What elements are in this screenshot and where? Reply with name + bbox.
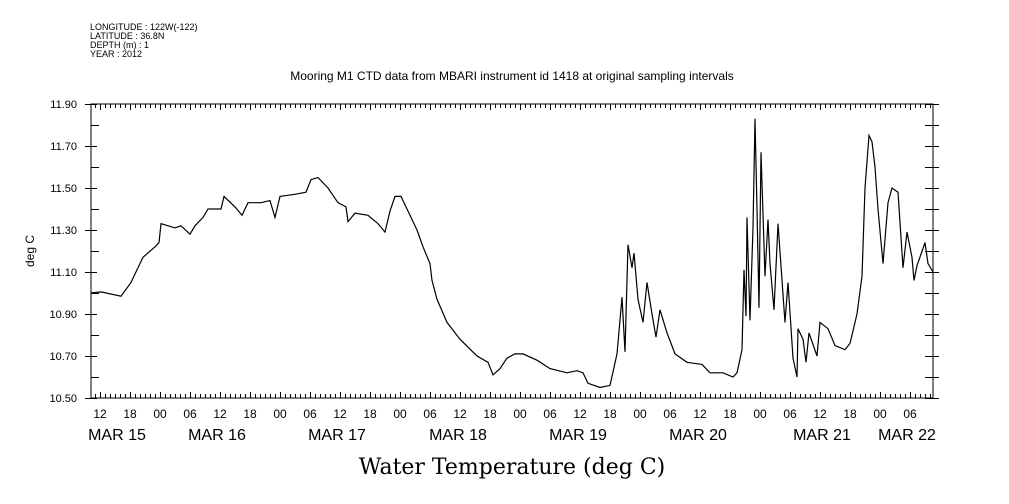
y-tick-label: 10.90 bbox=[49, 309, 77, 321]
x-date-label: MAR 21 bbox=[793, 427, 851, 444]
y-tick-label: 11.30 bbox=[50, 225, 77, 237]
x-hour-tick-label: 12 bbox=[453, 407, 467, 421]
x-date-label: MAR 19 bbox=[549, 427, 607, 444]
x-hour-tick-label: 00 bbox=[873, 407, 887, 421]
x-hour-tick-label: 00 bbox=[273, 407, 287, 421]
y-tick-label: 10.50 bbox=[49, 393, 77, 405]
y-axis-label: deg C bbox=[23, 235, 37, 267]
x-hour-tick-label: 18 bbox=[603, 407, 617, 421]
x-hour-tick-label: 12 bbox=[213, 407, 227, 421]
x-hour-tick-label: 06 bbox=[423, 407, 437, 421]
x-hour-tick-label: 18 bbox=[123, 407, 137, 421]
y-tick-label: 11.50 bbox=[50, 183, 77, 195]
x-hour-tick-label: 06 bbox=[303, 407, 317, 421]
x-date-label: MAR 17 bbox=[308, 427, 366, 444]
x-hour-tick-label: 06 bbox=[663, 407, 677, 421]
x-date-label: MAR 15 bbox=[88, 427, 146, 444]
axis-ticks bbox=[85, 104, 939, 399]
x-hour-tick-label: 12 bbox=[93, 407, 107, 421]
temperature-series-line bbox=[90, 118, 934, 389]
tick-labels: 10.50 10.70 10.90 11.10 11.30 11.50 11.70 11.90… bbox=[49, 99, 936, 444]
x-hour-tick-label: 00 bbox=[513, 407, 527, 421]
year-text: YEAR : 2012 bbox=[90, 49, 142, 59]
y-tick-label: 11.70 bbox=[50, 141, 77, 153]
x-hour-tick-label: 18 bbox=[723, 407, 737, 421]
x-hour-tick-label: 18 bbox=[243, 407, 257, 421]
x-date-label: MAR 16 bbox=[188, 427, 246, 444]
metadata-block: LONGITUDE : 122W(-122) LATITUDE : 36.8N … bbox=[90, 22, 198, 59]
x-hour-tick-label: 06 bbox=[183, 407, 197, 421]
x-hour-tick-label: 06 bbox=[543, 407, 557, 421]
x-date-label: MAR 18 bbox=[429, 427, 487, 444]
y-tick-label: 10.70 bbox=[49, 351, 77, 363]
x-hour-tick-label: 06 bbox=[903, 407, 917, 421]
x-date-label: MAR 20 bbox=[669, 427, 727, 444]
x-hour-tick-label: 18 bbox=[483, 407, 497, 421]
x-hour-tick-label: 18 bbox=[363, 407, 377, 421]
x-hour-tick-label: 00 bbox=[393, 407, 407, 421]
x-hour-tick-label: 00 bbox=[153, 407, 167, 421]
x-hour-tick-label: 12 bbox=[573, 407, 587, 421]
depth-text: DEPTH (m) : 1 bbox=[90, 40, 149, 50]
chart-title: Mooring M1 CTD data from MBARI instrumen… bbox=[290, 69, 734, 83]
y-tick-label: 11.90 bbox=[50, 99, 77, 111]
x-hour-tick-label: 12 bbox=[333, 407, 347, 421]
x-hour-tick-label: 00 bbox=[753, 407, 767, 421]
x-hour-tick-label: 00 bbox=[633, 407, 647, 421]
y-tick-label: 11.10 bbox=[50, 267, 77, 279]
x-hour-tick-label: 12 bbox=[693, 407, 707, 421]
x-axis-label: Water Temperature (deg C) bbox=[359, 455, 666, 480]
x-hour-tick-label: 18 bbox=[843, 407, 857, 421]
x-date-label: MAR 22 bbox=[878, 427, 936, 444]
longitude-text: LONGITUDE : 122W(-122) bbox=[90, 22, 198, 32]
x-hour-tick-label: 06 bbox=[783, 407, 797, 421]
latitude-text: LATITUDE : 36.8N bbox=[90, 31, 164, 41]
x-hour-tick-label: 12 bbox=[813, 407, 827, 421]
